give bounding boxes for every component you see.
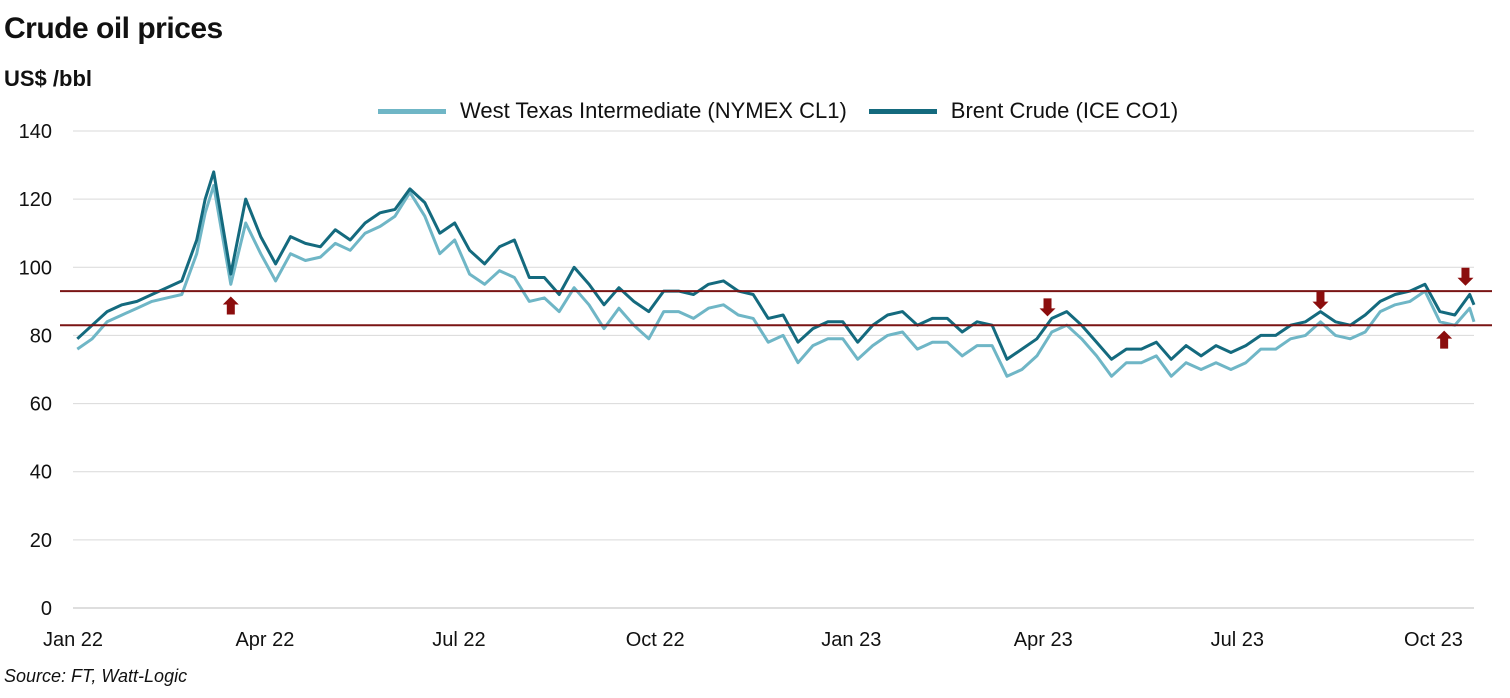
- arrow-shape: [1436, 330, 1453, 349]
- legend-swatch-wti: [378, 108, 446, 114]
- x-tick-label: Oct 22: [626, 629, 685, 651]
- y-axis-unit: US$ /bbl: [4, 66, 93, 91]
- x-tick-label: Apr 22: [235, 629, 294, 651]
- up-arrow-icon: [222, 296, 239, 315]
- arrow-shape: [1312, 291, 1329, 310]
- down-arrow-icon: [1457, 267, 1474, 286]
- x-tick-label: Oct 23: [1404, 629, 1463, 651]
- series-line-brent: [76, 170, 1476, 361]
- legend-label-wti: West Texas Intermediate (NYMEX CL1): [460, 98, 847, 123]
- legend-item-wti: West Texas Intermediate (NYMEX CL1): [378, 98, 847, 124]
- x-tick-label: Jul 22: [432, 629, 485, 651]
- legend-label-brent: Brent Crude (ICE CO1): [950, 98, 1179, 123]
- down-arrow-icon: [1312, 291, 1329, 310]
- legend-swatch-brent: [868, 108, 937, 114]
- arrow-shape: [1457, 267, 1474, 286]
- x-tick-label: Jan 23: [821, 629, 881, 651]
- down-arrow-icon: [1039, 298, 1056, 317]
- y-tick-label: 120: [19, 189, 52, 211]
- x-tick-label: Jan 22: [43, 629, 103, 651]
- y-tick-label: 140: [19, 121, 52, 143]
- source-note: Source: FT, Watt-Logic: [4, 666, 188, 686]
- x-tick-label: Apr 23: [1014, 629, 1073, 651]
- series-line-wti: [76, 184, 1476, 378]
- arrow-shape: [222, 296, 239, 315]
- chart-legend: West Texas Intermediate (NYMEX CL1) Bren…: [378, 96, 1200, 126]
- x-tick-label: Jul 23: [1211, 629, 1264, 651]
- y-tick-label: 20: [30, 530, 52, 552]
- legend-item-brent: Brent Crude (ICE CO1): [868, 98, 1179, 124]
- y-tick-label: 0: [41, 598, 52, 620]
- y-tick-label: 40: [30, 462, 52, 484]
- y-tick-label: 80: [30, 325, 52, 347]
- chart-title: Crude oil prices: [4, 12, 223, 45]
- y-tick-label: 100: [19, 257, 52, 279]
- y-tick-label: 60: [30, 394, 52, 416]
- up-arrow-icon: [1436, 330, 1453, 349]
- arrow-shape: [1039, 298, 1056, 317]
